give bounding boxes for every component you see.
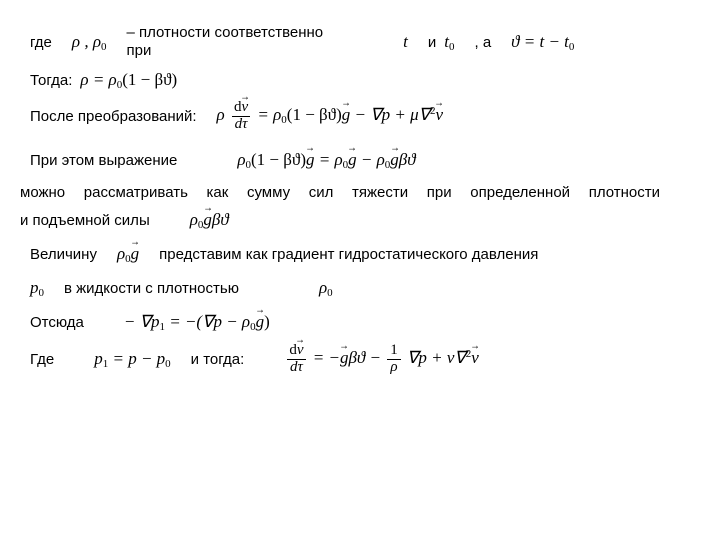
l8-p0: p0 <box>30 278 44 299</box>
l7-label: Величину <box>30 246 97 263</box>
l1-t: t <box>403 32 408 52</box>
l10-then: и тогда: <box>191 351 245 368</box>
l1-theta: ϑ = t − t0 <box>511 32 574 53</box>
line-9: Отсюда − ∇p1 = −(∇p − ρ0g) <box>30 311 700 335</box>
line-3: После преобразований: ρ dv dτ = ρ0(1 − β… <box>30 100 700 133</box>
l1-a: , а <box>474 34 491 51</box>
l2-eq: ρ = ρ0(1 − βϑ) <box>80 70 177 91</box>
l8-rho0: ρ0 <box>319 278 333 299</box>
page: где ρ , ρ0 – плотности соответственно пр… <box>0 0 720 375</box>
l7-rest: представим как градиент гидростатическог… <box>159 246 538 263</box>
l1-where: где <box>30 34 52 51</box>
l7-eq: ρ0g <box>117 244 139 265</box>
l6-eq: ρ0gβϑ <box>190 210 229 231</box>
l1-rho-pair: ρ , ρ0 <box>72 32 107 53</box>
l4-eq: ρ0(1 − βϑ)g = ρ0g − ρ0gβϑ <box>237 150 415 171</box>
line-2: Тогда: ρ = ρ0(1 − βϑ) <box>30 68 700 92</box>
l6-label: и подъемной силы <box>20 212 150 229</box>
line-4: При этом выражение ρ0(1 − βϑ)g = ρ0g − ρ… <box>30 149 700 173</box>
line-8: p0 в жидкости с плотностью ρ0 <box>30 277 700 301</box>
l3-eq: ρ dv dτ = ρ0(1 − βϑ)g − ∇p + μ∇2v <box>217 100 444 133</box>
line-1: где ρ , ρ0 – плотности соответственно пр… <box>30 24 700 60</box>
line-6: и подъемной силы ρ0gβϑ <box>20 209 700 233</box>
l1-t0: t0 <box>444 32 454 53</box>
l10-label: Где <box>30 351 54 368</box>
l10-eq2: dv dτ = −gβϑ − 1 ρ ∇p + ν∇2v <box>284 343 478 376</box>
l1-and: и <box>428 34 436 51</box>
l2-label: Тогда: <box>30 72 72 89</box>
line-7: Величину ρ0g представим как градиент гид… <box>30 243 700 267</box>
l9-eq: − ∇p1 = −(∇p − ρ0g) <box>124 312 270 333</box>
l8-rest: в жидкости с плотностью <box>64 280 239 297</box>
l10-p1: p1 = p − p0 <box>94 349 170 370</box>
l3-label: После преобразований: <box>30 108 197 125</box>
l4-label: При этом выражение <box>30 152 177 169</box>
line-5: можно рассматривать как сумму сил тяжест… <box>20 183 700 203</box>
line-10: Где p1 = p − p0 и тогда: dv dτ = −gβϑ − … <box>30 343 700 376</box>
l1-note: – плотности соответственно при <box>126 24 323 60</box>
l9-label: Отсюда <box>30 314 84 331</box>
